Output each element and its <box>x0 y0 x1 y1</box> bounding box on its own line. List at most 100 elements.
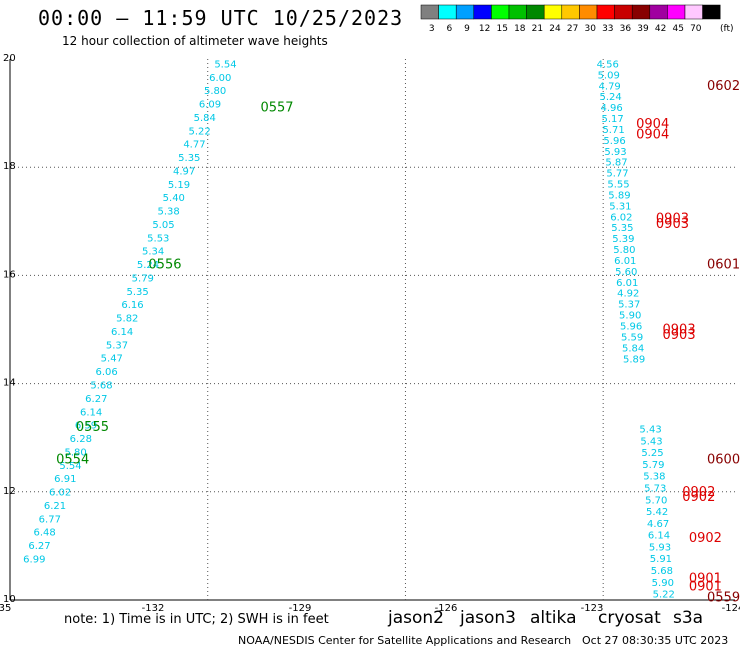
wave-height-value: 5.47 <box>101 354 123 365</box>
pass-time-label: 0901 <box>689 571 722 586</box>
wave-height-value: 5.55 <box>607 180 629 191</box>
wave-height-value: 5.68 <box>90 381 112 392</box>
wave-height-value: 6.01 <box>614 256 636 267</box>
wave-height-value: 4.56 <box>597 59 619 70</box>
legend-swatch <box>473 4 492 20</box>
pass-time-label: 0903 <box>656 212 689 227</box>
wave-height-value: 5.84 <box>194 113 216 124</box>
wave-height-value: 5.93 <box>604 147 626 158</box>
pass-time-label: 0904 <box>636 117 669 132</box>
wave-height-value: 5.73 <box>644 484 666 495</box>
wave-height-value: 5.70 <box>645 495 667 506</box>
wave-height-value: 6.02 <box>49 488 71 499</box>
satellite-label-jason2: jason2 <box>388 608 444 628</box>
legend-label: 6 <box>447 24 453 34</box>
wave-height-value: 5.82 <box>116 314 138 325</box>
footer-note: note: 1) Time is in UTC; 2) SWH is in fe… <box>64 612 329 627</box>
legend-label: 21 <box>532 24 543 34</box>
wave-height-value: 5.79 <box>132 273 154 284</box>
pass-time-label: 0602 <box>707 79 740 94</box>
wave-height-value: 4.67 <box>647 519 669 530</box>
satellite-label-cryosat: cryosat <box>598 608 661 628</box>
legend-label: 33 <box>602 24 613 34</box>
x-tick-label: -126 <box>435 603 458 614</box>
wave-height-value: 5.37 <box>106 340 128 351</box>
y-tick-label: 20 <box>3 53 16 64</box>
wave-height-value: 5.43 <box>640 436 662 447</box>
wave-height-value: 5.68 <box>651 566 673 577</box>
y-tick-label: 12 <box>3 486 16 497</box>
legend-swatch <box>614 4 633 20</box>
pass-time-label: 0555 <box>76 420 109 435</box>
wave-height-value: 6.01 <box>616 278 638 289</box>
satellite-label-altika: altika <box>530 608 577 628</box>
pass-time-label: 0903 <box>663 323 696 338</box>
wave-height-value: 4.79 <box>599 81 621 92</box>
wave-height-value: 5.89 <box>623 354 645 365</box>
wave-height-value: 5.42 <box>646 507 668 518</box>
wave-height-value: 5.17 <box>601 114 623 125</box>
wave-height-value: 5.24 <box>137 260 159 271</box>
pass-time-label: 0601 <box>707 258 740 273</box>
wave-height-value: 5.40 <box>163 193 185 204</box>
legend-swatch <box>526 4 545 20</box>
wave-height-value: 6.00 <box>209 73 231 84</box>
legend-swatch <box>596 4 615 20</box>
wave-height-value: 6.14 <box>648 531 670 542</box>
legend-swatch <box>667 4 686 20</box>
wave-height-value: 6.99 <box>23 554 45 565</box>
wave-height-value: 6.59 <box>75 421 97 432</box>
wave-height-value: 5.59 <box>621 332 643 343</box>
legend-label: 39 <box>637 24 649 34</box>
wave-height-value: 4.96 <box>600 103 622 114</box>
wave-height-value: 5.38 <box>643 472 665 483</box>
legend-label: 45 <box>672 24 683 34</box>
wave-height-value: 4.92 <box>617 289 639 300</box>
page-subtitle: 12 hour collection of altimeter wave hei… <box>62 34 328 48</box>
legend-unit: (ft) <box>720 24 734 34</box>
y-tick-label: 10 <box>3 594 16 605</box>
pass-time-label: 0554 <box>56 452 89 467</box>
wave-height-value: 5.60 <box>615 267 637 278</box>
legend-swatch <box>438 4 457 20</box>
wave-height-value: 5.22 <box>188 126 210 137</box>
wave-height-value: 5.93 <box>649 542 671 553</box>
wave-height-value: 5.80 <box>613 245 635 256</box>
wave-height-value: 5.89 <box>608 190 630 201</box>
wave-height-value: 5.90 <box>619 311 641 322</box>
legend-swatch <box>579 4 598 20</box>
wave-height-value: 5.79 <box>642 460 664 471</box>
legend-label: 9 <box>464 24 470 34</box>
wave-height-value: 5.31 <box>609 201 631 212</box>
wave-height-value: 5.38 <box>157 207 179 218</box>
wave-height-value: 5.80 <box>65 447 87 458</box>
page-title: 00:00 — 11:59 UTC 10/25/2023 <box>38 6 404 30</box>
legend-swatch <box>491 4 510 20</box>
wave-height-value: 5.19 <box>168 180 190 191</box>
wave-height-value: 6.27 <box>28 541 50 552</box>
wave-height-value: 5.05 <box>152 220 174 231</box>
wave-height-value: 6.14 <box>80 407 102 418</box>
wave-height-value: 5.34 <box>142 247 164 258</box>
wave-height-value: 5.09 <box>598 70 620 81</box>
legend-label: 70 <box>690 24 702 34</box>
wave-height-value: 5.37 <box>618 300 640 311</box>
wave-height-value: 5.96 <box>620 321 642 332</box>
wave-height-value: 5.53 <box>147 233 169 244</box>
pass-time-label: 0557 <box>260 101 293 116</box>
legend-swatch <box>631 4 651 20</box>
y-tick-label: 16 <box>3 269 16 280</box>
legend-label: 30 <box>584 24 596 34</box>
legend-label: 27 <box>567 24 578 34</box>
wave-height-value: 6.91 <box>54 474 76 485</box>
wave-height-value: 5.87 <box>605 158 627 169</box>
wave-height-value: 5.35 <box>611 223 633 234</box>
wave-height-value: 6.02 <box>610 212 632 223</box>
legend-label: 36 <box>620 24 632 34</box>
pass-time-label: 0903 <box>663 328 696 343</box>
wave-height-value: 6.28 <box>70 434 92 445</box>
wave-height-value: 6.14 <box>111 327 133 338</box>
generated-date: Oct 27 08:30:35 UTC 2023 <box>582 634 729 647</box>
wave-height-value: 5.77 <box>606 169 628 180</box>
